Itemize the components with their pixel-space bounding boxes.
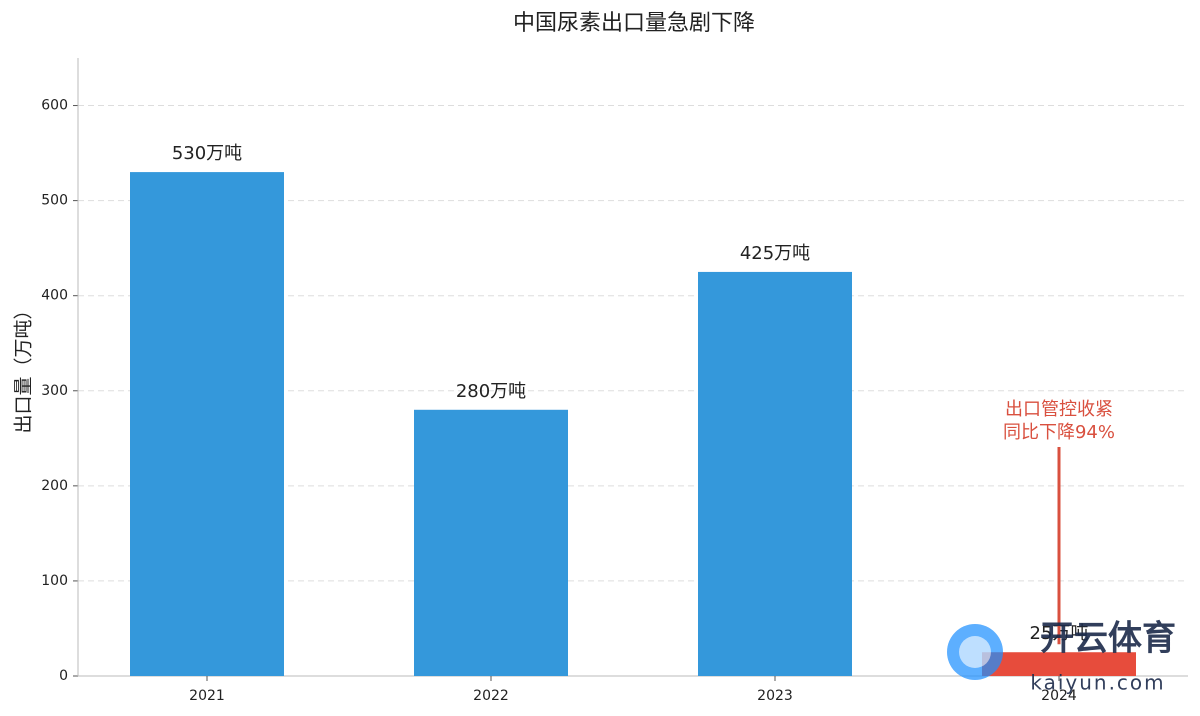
y-axis-label: 出口量（万吨）: [13, 300, 35, 433]
annotation-text: 同比下降94%: [1003, 422, 1115, 443]
watermark: 开云体育 kaiyun.com: [947, 619, 1176, 695]
annotation-text: 出口管控收紧: [1005, 399, 1113, 420]
x-tick-label: 2023: [757, 688, 793, 704]
x-tick-label: 2022: [473, 688, 509, 704]
y-tick-label: 100: [41, 573, 68, 589]
bar: [698, 271, 852, 676]
watermark-name: 开云体育: [1040, 619, 1176, 659]
watermark-url: kaiyun.com: [1030, 671, 1165, 695]
y-tick-label: 200: [41, 478, 68, 494]
value-label: 280万吨: [456, 381, 526, 402]
y-tick-label: 500: [41, 193, 68, 209]
bar: [414, 409, 568, 676]
y-tick-label: 600: [41, 98, 68, 114]
y-tick-label: 0: [59, 668, 68, 684]
bar: [130, 172, 284, 677]
chart-title: 中国尿素出口量急剧下降: [513, 11, 755, 36]
value-label: 425万吨: [740, 243, 810, 264]
value-label: 530万吨: [172, 143, 242, 164]
bar: [982, 652, 1136, 676]
y-tick-label: 400: [41, 288, 68, 304]
y-tick-label: 300: [41, 383, 68, 399]
watermark-logo-inner: [959, 636, 991, 668]
x-tick-label: 2021: [189, 688, 225, 704]
x-tick-label: 2024: [1041, 688, 1077, 704]
